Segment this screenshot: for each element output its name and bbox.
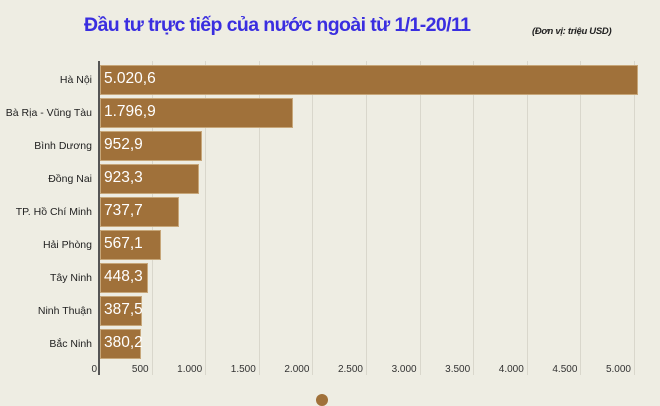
x-tick-label: 2.500: [337, 364, 363, 375]
bar[interactable]: 387,5: [100, 296, 143, 326]
category-label: Tây Ninh: [49, 272, 92, 284]
bar-value-label: 448,3: [104, 268, 143, 285]
category-label: Đồng Nai: [48, 173, 92, 185]
y-axis-line: [98, 61, 100, 375]
bar[interactable]: 567,1: [100, 230, 161, 260]
x-tick-label: 1.000: [177, 364, 203, 375]
x-tick-label: 0: [91, 364, 97, 375]
bar[interactable]: 923,3: [100, 164, 199, 194]
gridline: [312, 61, 314, 375]
bar-value-label: 567,1: [104, 235, 143, 252]
x-tick-label: 2.000: [284, 364, 310, 375]
bar[interactable]: 5.020,6: [100, 65, 639, 95]
category-label: Hải Phòng: [42, 239, 92, 251]
x-tick-label: 1.500: [230, 364, 256, 375]
bar[interactable]: 1.796,9: [100, 98, 293, 128]
gridline: [473, 61, 475, 375]
gridline: [526, 61, 528, 375]
gridline: [258, 61, 260, 375]
bar-value-label: 1.796,9: [104, 103, 156, 120]
gridline: [634, 61, 635, 375]
bar[interactable]: 448,3: [100, 263, 149, 293]
x-tick-label: 3.500: [445, 364, 471, 375]
chart-title: Đầu tư trực tiếp của nước ngoài từ 1/1-2…: [84, 14, 471, 36]
gridline: [366, 61, 367, 375]
category-label: Bình Dương: [34, 140, 92, 152]
bar[interactable]: 952,9: [100, 131, 203, 161]
gridline: [580, 61, 582, 375]
x-tick-label: 500: [131, 364, 149, 375]
gridline: [205, 61, 207, 375]
pagination-dot[interactable]: [316, 394, 328, 406]
bar-value-label: 737,7: [104, 202, 143, 219]
category-label: Hà Nội: [59, 74, 92, 86]
bar-value-label: 387,5: [104, 301, 143, 318]
chart-plot-area: 5.020,6 1.796,9 952,9 923,3 737,7 567,1 448,3 3…: [98, 61, 659, 375]
bar-value-label: 5.020,6: [104, 70, 156, 87]
bar[interactable]: 737,7: [100, 197, 180, 227]
x-tick-label: 4.500: [552, 364, 578, 375]
bar-value-label: 952,9: [104, 136, 143, 153]
gridline: [419, 61, 421, 375]
bar-value-label: 923,3: [104, 169, 143, 186]
unit-label: (Đơn vị: triệu USD): [532, 26, 612, 37]
category-label: TP. Hồ Chí Minh: [15, 206, 92, 218]
category-label: Bắc Ninh: [49, 338, 92, 350]
bar[interactable]: 380,2: [100, 329, 143, 359]
category-label: Ninh Thuận: [37, 305, 92, 317]
x-tick-label: 5.000: [605, 364, 631, 375]
bar-value-label: 380,2: [104, 334, 143, 351]
x-tick-label: 4.000: [498, 364, 524, 375]
x-tick-label: 3.000: [391, 364, 417, 375]
category-label: Bà Rịa - Vũng Tàu: [5, 107, 92, 119]
